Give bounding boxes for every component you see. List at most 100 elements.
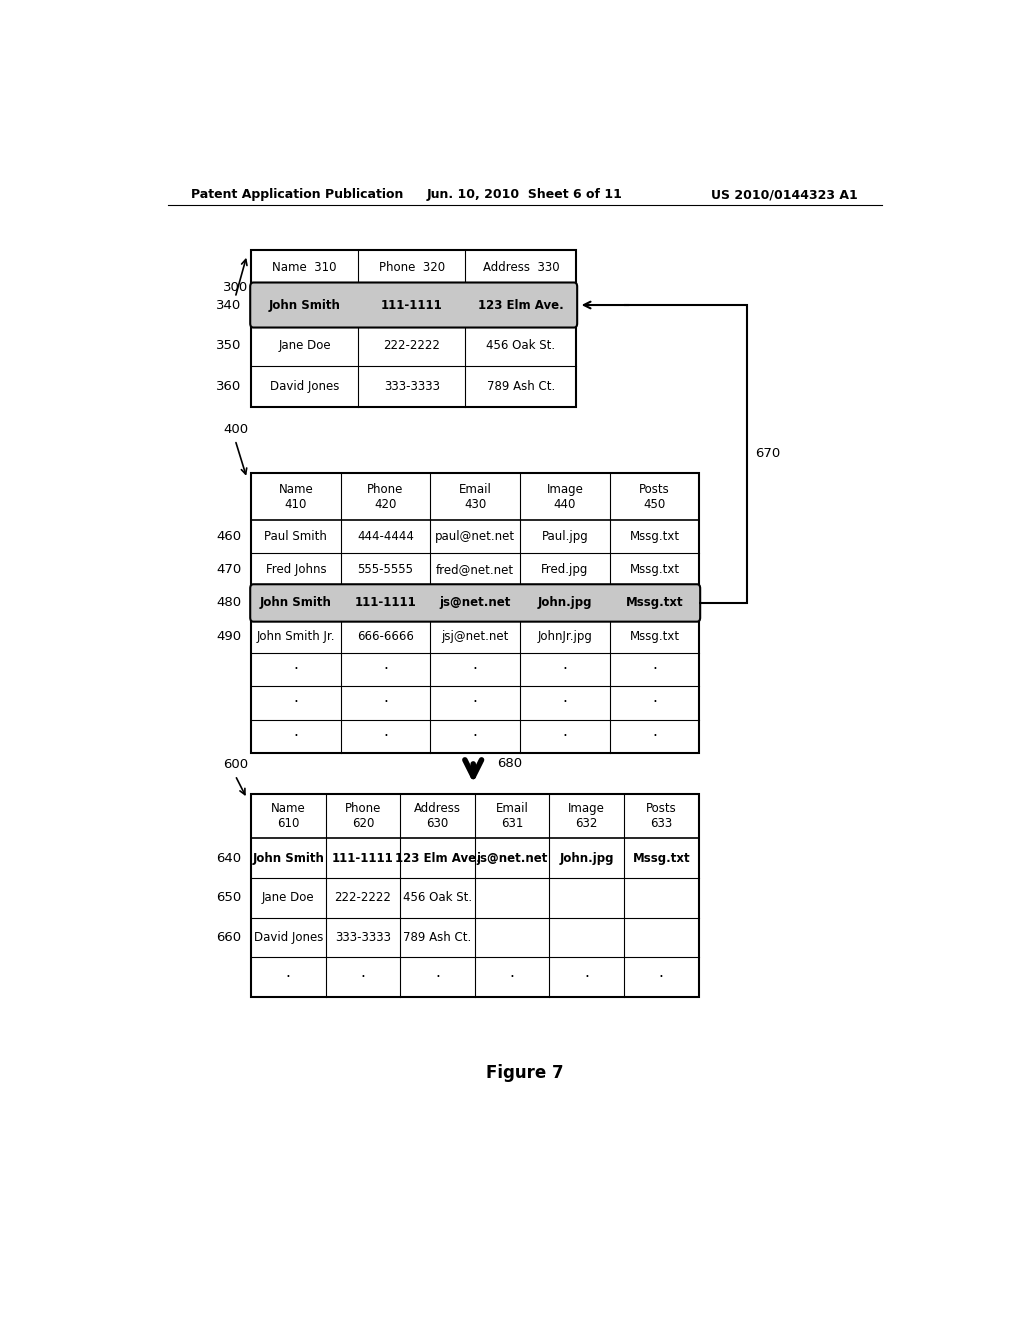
Text: ·: · (383, 696, 388, 710)
Text: John.jpg: John.jpg (538, 597, 592, 610)
Text: paul@net.net: paul@net.net (435, 529, 515, 543)
Text: Email
430: Email 430 (459, 483, 492, 511)
Text: 222-2222: 222-2222 (335, 891, 391, 904)
Text: Jane Doe: Jane Doe (279, 339, 331, 352)
Text: David Jones: David Jones (270, 380, 339, 393)
Text: ·: · (473, 696, 477, 710)
Text: John Smith: John Smith (268, 298, 341, 312)
FancyBboxPatch shape (250, 282, 578, 327)
Text: 666-6666: 666-6666 (357, 630, 414, 643)
Text: Name  310: Name 310 (272, 261, 337, 273)
Text: 490: 490 (216, 630, 242, 643)
Text: js@net.net: js@net.net (476, 851, 548, 865)
Bar (251, 793, 699, 997)
Text: Mssg.txt: Mssg.txt (630, 564, 680, 576)
Text: Name
610: Name 610 (271, 803, 306, 830)
Text: 555-5555: 555-5555 (357, 564, 414, 576)
Text: David Jones: David Jones (254, 931, 323, 944)
Text: 660: 660 (216, 931, 242, 944)
Text: Mssg.txt: Mssg.txt (630, 630, 680, 643)
Text: 650: 650 (216, 891, 242, 904)
Text: ·: · (652, 663, 657, 677)
Text: ·: · (562, 729, 567, 744)
Text: Jane Doe: Jane Doe (262, 891, 314, 904)
Text: Fred Johns: Fred Johns (265, 564, 327, 576)
Text: US 2010/0144323 A1: US 2010/0144323 A1 (712, 189, 858, 202)
Text: Address
630: Address 630 (414, 803, 461, 830)
Text: John.jpg: John.jpg (559, 851, 614, 865)
Text: Jun. 10, 2010  Sheet 6 of 11: Jun. 10, 2010 Sheet 6 of 11 (427, 189, 623, 202)
Text: 470: 470 (216, 564, 242, 576)
Text: ·: · (435, 970, 440, 985)
Text: ·: · (473, 663, 477, 677)
Text: 456 Oak St.: 456 Oak St. (486, 339, 555, 352)
Text: 456 Oak St.: 456 Oak St. (402, 891, 472, 904)
Text: 111-1111: 111-1111 (332, 851, 394, 865)
Text: Mssg.txt: Mssg.txt (630, 529, 680, 543)
Text: ·: · (510, 970, 514, 985)
Text: John Smith: John Smith (252, 851, 325, 865)
Text: 123 Elm Ave.: 123 Elm Ave. (478, 298, 563, 312)
Bar (251, 474, 699, 752)
Text: js@net.net: js@net.net (439, 597, 511, 610)
Text: ·: · (658, 970, 664, 985)
Text: Posts
450: Posts 450 (639, 483, 670, 511)
Text: 300: 300 (223, 281, 249, 293)
Text: Posts
633: Posts 633 (646, 803, 677, 830)
Text: ·: · (585, 970, 589, 985)
Text: Paul.jpg: Paul.jpg (542, 529, 588, 543)
Text: Name
410: Name 410 (279, 483, 313, 511)
Text: Email
631: Email 631 (496, 803, 528, 830)
Text: Mssg.txt: Mssg.txt (626, 597, 683, 610)
Text: ·: · (294, 729, 298, 744)
Text: 333-3333: 333-3333 (335, 931, 391, 944)
Text: ·: · (294, 663, 298, 677)
Text: ·: · (286, 970, 291, 985)
Text: Figure 7: Figure 7 (486, 1064, 563, 1082)
Text: ·: · (383, 729, 388, 744)
Text: Fred.jpg: Fred.jpg (542, 564, 589, 576)
Text: 340: 340 (216, 298, 242, 312)
Text: 600: 600 (223, 758, 249, 771)
Text: ·: · (294, 696, 298, 710)
Text: ·: · (562, 663, 567, 677)
Text: Mssg.txt: Mssg.txt (633, 851, 690, 865)
Text: 789 Ash Ct.: 789 Ash Ct. (486, 380, 555, 393)
Text: Phone
620: Phone 620 (345, 803, 381, 830)
Text: 670: 670 (755, 447, 780, 461)
Text: 680: 680 (497, 756, 522, 770)
Text: fred@net.net: fred@net.net (436, 564, 514, 576)
Text: 123 Elm Ave.: 123 Elm Ave. (394, 851, 480, 865)
Text: ·: · (383, 663, 388, 677)
Text: John Smith: John Smith (260, 597, 332, 610)
Text: jsj@net.net: jsj@net.net (441, 630, 509, 643)
Text: 350: 350 (216, 339, 242, 352)
Text: 789 Ash Ct.: 789 Ash Ct. (403, 931, 472, 944)
Text: 400: 400 (223, 422, 249, 436)
Text: JohnJr.jpg: JohnJr.jpg (538, 630, 592, 643)
Text: ·: · (562, 696, 567, 710)
Text: Image
440: Image 440 (547, 483, 584, 511)
Text: Phone
420: Phone 420 (368, 483, 403, 511)
Text: 460: 460 (216, 529, 242, 543)
Text: ·: · (360, 970, 366, 985)
Text: 222-2222: 222-2222 (383, 339, 440, 352)
Text: 333-3333: 333-3333 (384, 380, 439, 393)
Text: 111-1111: 111-1111 (381, 298, 442, 312)
Text: 360: 360 (216, 380, 242, 393)
FancyBboxPatch shape (250, 585, 700, 622)
Text: Phone  320: Phone 320 (379, 261, 444, 273)
Text: 111-1111: 111-1111 (354, 597, 417, 610)
Text: Paul Smith: Paul Smith (264, 529, 328, 543)
Text: John Smith Jr.: John Smith Jr. (257, 630, 335, 643)
Text: ·: · (473, 729, 477, 744)
Text: Address  330: Address 330 (482, 261, 559, 273)
Text: ·: · (652, 696, 657, 710)
Text: Image
632: Image 632 (568, 803, 605, 830)
Bar (251, 249, 577, 408)
Text: ·: · (652, 729, 657, 744)
Text: Patent Application Publication: Patent Application Publication (191, 189, 403, 202)
Text: 444-4444: 444-4444 (357, 529, 414, 543)
Text: 480: 480 (216, 597, 242, 610)
Text: 640: 640 (216, 851, 242, 865)
